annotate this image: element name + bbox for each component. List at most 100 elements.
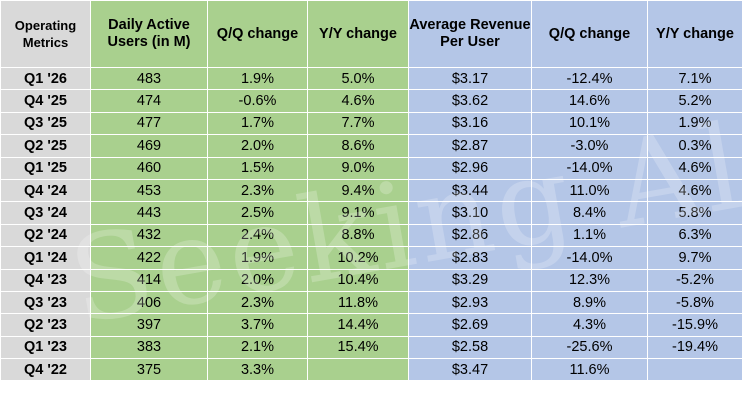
- cell-arpu: $3.44: [408, 178, 532, 203]
- cell-dau-qq: 3.7%: [207, 313, 308, 337]
- cell-arpu-qq: 1.1%: [531, 223, 648, 248]
- table-row: Q1 '24 422 1.9% 10.2% $2.83 -14.0% 9.7%: [0, 246, 742, 270]
- cell-arpu-yy: 6.3%: [647, 223, 742, 248]
- cell-arpu-yy: 9.7%: [647, 246, 742, 270]
- cell-dau: 469: [90, 134, 208, 158]
- cell-arpu-yy: 4.6%: [647, 178, 742, 203]
- cell-arpu-yy: 0.3%: [647, 134, 742, 158]
- table-body: Q1 '26 483 1.9% 5.0% $3.17 -12.4% 7.1% Q4 '25 47…: [0, 66, 742, 382]
- cell-arpu-qq: 10.1%: [531, 111, 648, 136]
- cell-dau: 375: [90, 358, 208, 382]
- cell-dau-qq: 1.5%: [207, 156, 308, 180]
- table-row: Q2 '25 469 2.0% 8.6% $2.87 -3.0% 0.3%: [0, 134, 742, 158]
- cell-arpu-qq: -14.0%: [531, 246, 648, 270]
- header-daily-active-users: Daily Active Users (in M): [90, 0, 208, 68]
- table-row: Q3 '25 477 1.7% 7.7% $3.16 10.1% 1.9%: [0, 111, 742, 136]
- cell-arpu: $2.93: [408, 290, 532, 315]
- cell-dau-qq: 2.5%: [207, 201, 308, 225]
- cell-dau-qq: 2.3%: [207, 290, 308, 315]
- cell-quarter: Q3 '25: [0, 111, 91, 136]
- cell-arpu-qq: 14.6%: [531, 89, 648, 113]
- table-row: Q4 '24 453 2.3% 9.4% $3.44 11.0% 4.6%: [0, 178, 742, 203]
- table-row: Q4 '25 474 -0.6% 4.6% $3.62 14.6% 5.2%: [0, 89, 742, 113]
- cell-quarter: Q1 '25: [0, 156, 91, 180]
- cell-arpu-qq: 8.4%: [531, 201, 648, 225]
- cell-arpu-yy: [647, 358, 742, 382]
- cell-dau: 406: [90, 290, 208, 315]
- cell-dau-qq: 2.0%: [207, 268, 308, 292]
- cell-dau-yy: 15.4%: [307, 335, 409, 360]
- cell-arpu: $2.86: [408, 223, 532, 248]
- cell-dau-yy: 14.4%: [307, 313, 409, 337]
- cell-dau-yy: 10.2%: [307, 246, 409, 270]
- cell-arpu-yy: 1.9%: [647, 111, 742, 136]
- cell-dau: 483: [90, 66, 208, 91]
- cell-dau: 474: [90, 89, 208, 113]
- cell-arpu: $3.47: [408, 358, 532, 382]
- cell-arpu-yy: -5.2%: [647, 268, 742, 292]
- header-arpu: Average Revenue Per User: [408, 0, 532, 68]
- cell-dau-qq: -0.6%: [207, 89, 308, 113]
- cell-dau-qq: 1.9%: [207, 66, 308, 91]
- cell-quarter: Q1 '26: [0, 66, 91, 91]
- cell-arpu-yy: -15.9%: [647, 313, 742, 337]
- cell-arpu: $2.87: [408, 134, 532, 158]
- cell-dau-qq: 2.0%: [207, 134, 308, 158]
- cell-arpu: $3.17: [408, 66, 532, 91]
- cell-dau: 414: [90, 268, 208, 292]
- cell-quarter: Q3 '23: [0, 290, 91, 315]
- cell-arpu-qq: 11.0%: [531, 178, 648, 203]
- cell-quarter: Q2 '23: [0, 313, 91, 337]
- cell-dau: 422: [90, 246, 208, 270]
- header-dau-yy-change: Y/Y change: [307, 0, 409, 68]
- header-arpu-qq-change: Q/Q change: [531, 0, 648, 68]
- cell-arpu: $3.16: [408, 111, 532, 136]
- header-arpu-yy-change: Y/Y change: [647, 0, 742, 68]
- cell-quarter: Q2 '24: [0, 223, 91, 248]
- cell-dau: 383: [90, 335, 208, 360]
- table-row: Q2 '23 397 3.7% 14.4% $2.69 4.3% -15.9%: [0, 313, 742, 337]
- cell-dau-yy: 9.0%: [307, 156, 409, 180]
- cell-arpu: $2.83: [408, 246, 532, 270]
- cell-arpu-yy: 5.8%: [647, 201, 742, 225]
- cell-arpu: $2.58: [408, 335, 532, 360]
- cell-arpu: $2.96: [408, 156, 532, 180]
- cell-dau-qq: 1.9%: [207, 246, 308, 270]
- cell-dau-yy: 9.1%: [307, 201, 409, 225]
- cell-dau-yy: [307, 358, 409, 382]
- header-operating-metrics: Operating Metrics: [0, 0, 91, 68]
- cell-arpu-qq: 8.9%: [531, 290, 648, 315]
- cell-arpu-qq: -25.6%: [531, 335, 648, 360]
- cell-dau-yy: 8.6%: [307, 134, 409, 158]
- cell-dau-yy: 8.8%: [307, 223, 409, 248]
- cell-arpu-qq: 12.3%: [531, 268, 648, 292]
- table-row: Q2 '24 432 2.4% 8.8% $2.86 1.1% 6.3%: [0, 223, 742, 248]
- header-row: Operating Metrics Daily Active Users (in…: [0, 0, 742, 68]
- cell-dau-yy: 5.0%: [307, 66, 409, 91]
- cell-quarter: Q4 '24: [0, 178, 91, 203]
- cell-quarter: Q4 '23: [0, 268, 91, 292]
- cell-arpu: $3.10: [408, 201, 532, 225]
- table-row: Q4 '23 414 2.0% 10.4% $3.29 12.3% -5.2%: [0, 268, 742, 292]
- table-row: Q1 '23 383 2.1% 15.4% $2.58 -25.6% -19.4%: [0, 335, 742, 360]
- cell-arpu: $3.29: [408, 268, 532, 292]
- operating-metrics-table: Operating Metrics Daily Active Users (in…: [0, 0, 742, 382]
- cell-dau-yy: 4.6%: [307, 89, 409, 113]
- cell-arpu-qq: -3.0%: [531, 134, 648, 158]
- cell-quarter: Q2 '25: [0, 134, 91, 158]
- cell-quarter: Q1 '23: [0, 335, 91, 360]
- cell-arpu-yy: 7.1%: [647, 66, 742, 91]
- cell-quarter: Q4 '22: [0, 358, 91, 382]
- cell-dau: 477: [90, 111, 208, 136]
- table-row: Q4 '22 375 3.3% $3.47 11.6%: [0, 358, 742, 382]
- cell-dau-yy: 11.8%: [307, 290, 409, 315]
- cell-quarter: Q4 '25: [0, 89, 91, 113]
- header-dau-qq-change: Q/Q change: [207, 0, 308, 68]
- cell-dau: 460: [90, 156, 208, 180]
- cell-arpu-yy: 4.6%: [647, 156, 742, 180]
- table-row: Q3 '24 443 2.5% 9.1% $3.10 8.4% 5.8%: [0, 201, 742, 225]
- cell-dau: 397: [90, 313, 208, 337]
- cell-arpu-qq: -14.0%: [531, 156, 648, 180]
- cell-dau-yy: 9.4%: [307, 178, 409, 203]
